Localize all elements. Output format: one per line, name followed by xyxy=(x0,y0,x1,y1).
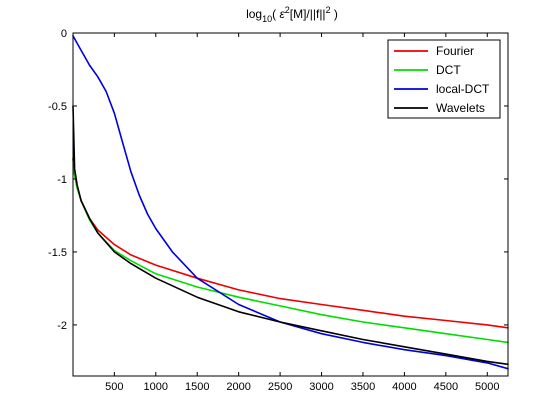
x-tick-label: 4000 xyxy=(392,381,416,393)
x-tick-label: 2000 xyxy=(226,381,250,393)
title-close: ) xyxy=(331,7,338,21)
title-epsilon: ε xyxy=(279,7,285,21)
y-tick-label: 0 xyxy=(61,28,67,40)
y-tick-label: -0.5 xyxy=(48,101,67,113)
series-line-local-dct xyxy=(72,35,509,370)
y-axis-ticks: 0 -0.5 -1 -1.5 -2 xyxy=(48,28,508,332)
legend: Fourier DCT local-DCT Wavelets xyxy=(387,39,501,119)
y-tick-label: -1.5 xyxy=(48,247,67,259)
title-log: log xyxy=(246,7,262,21)
legend-label: Fourier xyxy=(436,44,474,58)
x-tick-label: 1000 xyxy=(144,381,168,393)
series-lines xyxy=(72,35,509,370)
x-tick-label: 500 xyxy=(105,381,123,393)
chart-title: log10( ε2[M]/||f||2 ) xyxy=(246,5,338,24)
x-tick-label: 2500 xyxy=(268,381,292,393)
y-tick-label: -2 xyxy=(57,320,67,332)
y-tick-label: -1 xyxy=(57,174,67,186)
x-tick-label: 4500 xyxy=(434,381,458,393)
legend-box xyxy=(387,39,501,119)
x-tick-label: 3000 xyxy=(309,381,333,393)
plot-frame xyxy=(72,32,509,377)
legend-label: DCT xyxy=(436,63,461,77)
title-ratio-superscript: 2 xyxy=(326,5,331,15)
title-epsilon-superscript: 2 xyxy=(285,5,290,15)
x-tick-label: 5000 xyxy=(475,381,499,393)
legend-label: Wavelets xyxy=(436,101,485,115)
x-tick-label: 1500 xyxy=(185,381,209,393)
title-log-subscript: 10 xyxy=(262,14,272,24)
x-tick-label: 3500 xyxy=(351,381,375,393)
title-open: ( xyxy=(272,7,279,21)
legend-label: local-DCT xyxy=(436,82,490,96)
title-ratio: [M]/||f|| xyxy=(290,7,326,21)
series-line-wavelets xyxy=(72,105,509,366)
x-axis-ticks: 500 1000 1500 2000 2500 3000 3500 4000 4500 5000 xyxy=(105,33,500,393)
